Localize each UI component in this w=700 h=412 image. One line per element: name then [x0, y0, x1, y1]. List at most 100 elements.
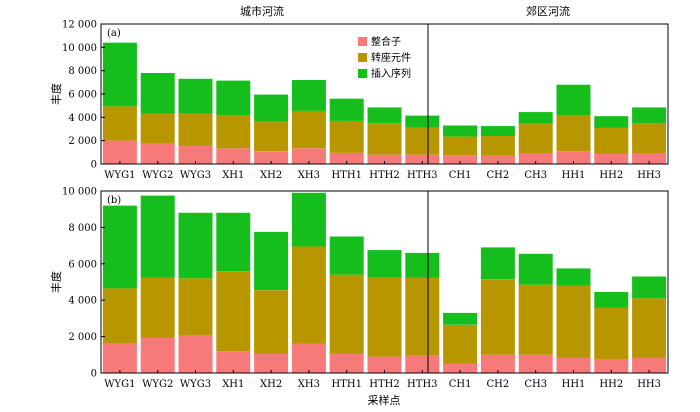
x-tick-label-b: CH1 — [449, 379, 472, 390]
bar-b-ch3-insertion-seq — [518, 253, 553, 285]
bar-b-hth1-insertion-seq — [329, 236, 364, 275]
bar-a-xh1-transposon — [216, 115, 251, 149]
y-tick-label-b: 6 000 — [68, 259, 97, 270]
bar-b-wyg2-integron — [140, 337, 175, 373]
bar-a-xh2-integron — [254, 151, 289, 164]
panel-b-y-label: 丰度 — [49, 271, 63, 293]
x-tick-label-a: HTH1 — [331, 170, 361, 181]
bar-b-hh3-integron — [632, 357, 667, 373]
bar-b-ch1-transposon — [443, 324, 478, 364]
bar-b-xh2-insertion-seq — [254, 231, 289, 291]
x-tick-label-b: HTH2 — [369, 379, 399, 390]
bar-a-hth1-insertion-seq — [329, 98, 364, 121]
bar-b-hh3-transposon — [632, 298, 667, 358]
bar-a-xh3-insertion-seq — [291, 80, 326, 111]
y-tick-label-a: 2 000 — [68, 136, 97, 147]
bar-b-ch2-insertion-seq — [480, 247, 515, 280]
bar-b-hth1-integron — [329, 353, 364, 373]
x-tick-label-a: HTH2 — [369, 170, 399, 181]
y-tick-label-a: 0 — [91, 160, 97, 171]
bar-a-hth2-transposon — [367, 123, 402, 155]
x-tick-label-b: HH3 — [637, 379, 661, 390]
y-tick-label-a: 4 000 — [68, 113, 97, 124]
bar-a-hth1-transposon — [329, 120, 364, 153]
bar-a-hh2-integron — [594, 153, 629, 164]
x-tick-label-a: HH3 — [637, 170, 661, 181]
x-tick-label-b: HTH1 — [331, 379, 361, 390]
bar-b-ch2-integron — [480, 354, 515, 373]
bar-a-hh1-transposon — [556, 115, 591, 152]
legend-label-integron: 整合子 — [371, 35, 401, 48]
x-tick-label-a: XH3 — [298, 170, 320, 181]
bar-b-wyg1-integron — [102, 343, 137, 373]
x-tick-label-b: CH3 — [524, 379, 547, 390]
bar-b-hth3-insertion-seq — [405, 252, 440, 278]
x-tick-label-a: XH1 — [222, 170, 244, 181]
bar-a-wyg3-insertion-seq — [178, 78, 213, 114]
x-tick-label-a: CH3 — [524, 170, 547, 181]
y-tick-label-b: 2 000 — [68, 332, 97, 343]
bar-b-hh2-integron — [594, 359, 629, 373]
legend-label-transposon: 转座元件 — [371, 51, 411, 64]
bar-a-hth3-insertion-seq — [405, 115, 440, 128]
panel-b-y-ticks: 0 2 000 4 000 6 000 8 000 10 000 — [62, 187, 105, 380]
x-tick-label-b: WYG1 — [104, 379, 135, 390]
bar-a-hh2-insertion-seq — [594, 116, 629, 128]
bar-a-ch1-integron — [443, 155, 478, 165]
y-tick-label-b: 8 000 — [68, 223, 97, 234]
y-tick-label-b: 0 — [91, 369, 97, 380]
bar-b-wyg2-insertion-seq — [140, 195, 175, 278]
legend-swatch-insertion-seq — [358, 69, 367, 78]
panel-b: 0 2 000 4 000 6 000 8 000 10 000 WYG1 WYG2 WYG3… — [49, 187, 669, 407]
x-tick-label-a: HTH3 — [407, 170, 437, 181]
bar-a-hh1-integron — [556, 151, 591, 164]
bar-b-hh1-insertion-seq — [556, 268, 591, 286]
bar-a-ch3-transposon — [518, 123, 553, 153]
bar-b-xh1-insertion-seq — [216, 212, 251, 271]
bar-a-wyg2-integron — [140, 143, 175, 164]
y-tick-label-b: 4 000 — [68, 296, 97, 307]
bar-a-hh1-insertion-seq — [556, 84, 591, 115]
x-tick-label-a: XH2 — [260, 170, 282, 181]
bar-b-hth2-transposon — [367, 277, 402, 357]
x-tick-label-b: HH1 — [562, 379, 586, 390]
bar-a-hh2-transposon — [594, 127, 629, 154]
bar-a-xh1-integron — [216, 148, 251, 165]
bar-b-hh2-transposon — [594, 307, 629, 360]
bar-b-hth3-integron — [405, 355, 440, 373]
x-tick-label-b: CH2 — [487, 379, 510, 390]
region-title-suburban: 郊区河流 — [526, 4, 570, 18]
bar-a-ch2-integron — [480, 155, 515, 164]
bar-a-ch2-transposon — [480, 136, 515, 156]
x-tick-label-b: XH3 — [298, 379, 320, 390]
x-tick-label-a: WYG3 — [180, 170, 211, 181]
y-tick-label-a: 6 000 — [68, 90, 97, 101]
bar-b-wyg3-transposon — [178, 278, 213, 336]
region-title-urban: 城市河流 — [240, 4, 284, 18]
bar-a-wyg1-insertion-seq — [102, 42, 137, 107]
bar-b-wyg3-insertion-seq — [178, 212, 213, 279]
bar-a-ch3-integron — [518, 152, 553, 164]
bar-b-xh2-integron — [254, 353, 289, 373]
bar-a-hth1-integron — [329, 152, 364, 164]
bar-b-wyg2-transposon — [140, 277, 175, 338]
bar-b-hh2-insertion-seq — [594, 292, 629, 308]
panel-a-bars — [102, 42, 667, 165]
bar-b-xh3-insertion-seq — [291, 192, 326, 247]
x-axis-label: 采样点 — [368, 393, 401, 407]
bar-b-ch2-transposon — [480, 279, 515, 355]
bar-b-hh1-integron — [556, 357, 591, 373]
bar-a-hth3-transposon — [405, 127, 440, 155]
legend-label-insertion-seq: 插入序列 — [371, 67, 411, 80]
bar-a-hth2-integron — [367, 154, 402, 164]
bar-a-xh2-transposon — [254, 121, 289, 152]
x-tick-label-b: XH1 — [222, 379, 244, 390]
bar-a-hh3-transposon — [632, 123, 667, 153]
bar-b-ch3-transposon — [518, 284, 553, 355]
x-tick-label-b: HH2 — [599, 379, 623, 390]
bar-a-xh3-integron — [291, 148, 326, 165]
bar-a-wyg2-transposon — [140, 113, 175, 143]
